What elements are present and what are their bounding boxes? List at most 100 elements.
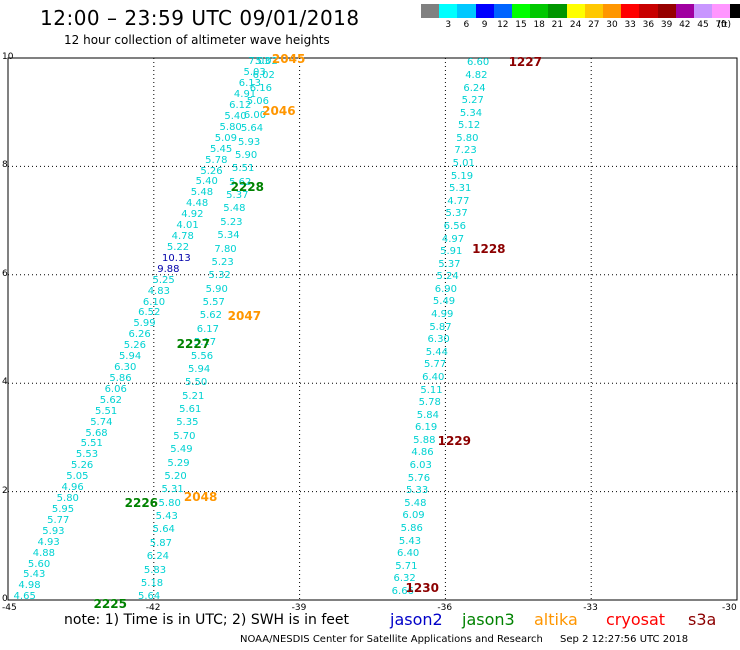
swh-value: 5.49: [432, 296, 456, 308]
y-tick-label: 4: [2, 377, 8, 388]
y-tick-label: 10: [2, 52, 14, 62]
swh-value: 4.97: [441, 233, 465, 245]
swh-value: 5.27: [461, 95, 484, 107]
swh-value: 6.06: [104, 383, 127, 395]
colorbar-swatch: [530, 4, 549, 18]
swh-value: 5.80: [56, 493, 79, 505]
swh-value: 5.21: [182, 390, 205, 402]
swh-value: 10.13: [162, 252, 191, 264]
orbit-number-label: 2047: [227, 309, 262, 324]
swh-value: 5.77: [423, 359, 447, 371]
orbit-number-label: 2225: [93, 597, 127, 612]
swh-value: 6.24: [146, 551, 170, 563]
x-tick-label: -30: [722, 603, 737, 613]
swh-value: 5.51: [232, 163, 255, 175]
swh-value: 5.68: [85, 427, 108, 439]
swh-value: 4.88: [32, 547, 55, 559]
swh-value: 5.12: [458, 120, 481, 132]
colorbar-swatch: [457, 4, 476, 18]
swh-value: 5.78: [418, 397, 441, 409]
swh-value: 5.23: [220, 216, 243, 228]
swh-value: 6.60: [466, 57, 490, 69]
colorbar-swatch: [621, 4, 640, 18]
colorbar-swatch: [439, 4, 458, 18]
colorbar-label: 33: [624, 20, 636, 30]
swh-value: 5.62: [229, 176, 252, 188]
swh-value: 5.86: [400, 522, 423, 534]
colorbar-swatch: [548, 4, 567, 18]
colorbar-label: 12: [497, 20, 509, 30]
swh-value: 5.70: [173, 430, 196, 442]
map-frame: [7, 57, 738, 601]
swh-value: 6.30: [427, 334, 450, 346]
swh-value: 6.40: [397, 548, 420, 560]
legend-cryosat: cryosat: [606, 610, 666, 629]
swh-value: 5.53: [75, 449, 99, 461]
swh-value: 5.76: [407, 472, 431, 484]
orbit-number-label: 1229: [437, 433, 472, 448]
colorbar-label: 45: [697, 20, 709, 30]
swh-value: 5.94: [118, 351, 142, 363]
swh-value: 5.48: [223, 203, 246, 215]
swh-value: 4.83: [147, 285, 170, 297]
swh-value: 6.03: [409, 460, 432, 472]
swh-value: 5.80: [456, 132, 479, 144]
swh-value: 5.87: [149, 537, 172, 549]
legend-s3a: s3a: [688, 610, 717, 629]
swh-value: 5.18: [140, 577, 164, 589]
swh-value: 4.01: [176, 220, 199, 232]
map-title: 12:00 – 23:59 UTC 09/01/2018: [40, 6, 360, 30]
swh-value: 5.26: [123, 340, 146, 352]
orbit-number-label: 2226: [124, 495, 159, 510]
orbit-number-label: 2227: [176, 337, 211, 352]
swh-value: 5.91: [440, 246, 463, 258]
colorbar-label: 39: [660, 20, 673, 30]
swh-value: 5.48: [190, 187, 214, 199]
swh-value: 4.86: [411, 447, 434, 459]
swh-value: 5.43: [398, 535, 422, 547]
orbit-number-label: 2045: [271, 51, 306, 66]
x-tick-label: -39: [291, 603, 307, 613]
swh-value: 5.02: [255, 56, 278, 68]
swh-value: 5.51: [94, 405, 118, 417]
swh-value: 5.51: [80, 438, 103, 450]
swh-value: 9.88: [157, 263, 180, 275]
colorbar-swatch: [584, 4, 603, 18]
swh-value: 5.80: [219, 121, 242, 133]
colorbar-swatch: [566, 4, 585, 18]
swh-value: 5.90: [205, 283, 228, 295]
swh-value: 5.43: [23, 569, 46, 581]
y-tick-label: 0: [2, 594, 8, 604]
legend-jason2: jason2: [390, 610, 443, 629]
swh-value: 4.96: [61, 482, 84, 494]
swh-value: 5.99: [133, 318, 156, 330]
orbit-number-label: 2046: [262, 104, 296, 119]
swh-value: 5.29: [167, 457, 190, 469]
swh-value: 6.10: [142, 296, 166, 308]
swh-value: 5.23: [211, 256, 234, 268]
swh-value: 6.40: [422, 371, 445, 383]
swh-value: 5.17: [193, 337, 217, 349]
swh-value: 5.62: [99, 394, 123, 406]
swh-value: 5.26: [200, 165, 223, 177]
swh-value: 6.90: [434, 283, 457, 295]
colorbar-unit: (ft): [717, 20, 731, 30]
swh-value: 5.19: [450, 170, 474, 182]
swh-value: 5.31: [449, 183, 472, 195]
swh-value: 5.43: [155, 511, 178, 523]
swh-value: 5.37: [438, 258, 461, 270]
swh-value: 5.60: [27, 558, 51, 570]
swh-value: 6.56: [443, 220, 466, 232]
colorbar-swatch: [493, 4, 512, 18]
swh-value: 5.86: [109, 372, 132, 384]
swh-value: 4.77: [447, 195, 470, 207]
swh-value: 5.44: [425, 346, 448, 358]
swh-value: 6.66: [391, 585, 414, 597]
swh-value: 5.88: [413, 434, 436, 446]
swh-value: 5.24: [436, 271, 459, 283]
x-tick-label: -36: [437, 603, 453, 613]
colorbar-swatch: [730, 4, 740, 18]
swh-value: 6.12: [229, 100, 252, 111]
y-tick-label: 2: [2, 485, 8, 496]
